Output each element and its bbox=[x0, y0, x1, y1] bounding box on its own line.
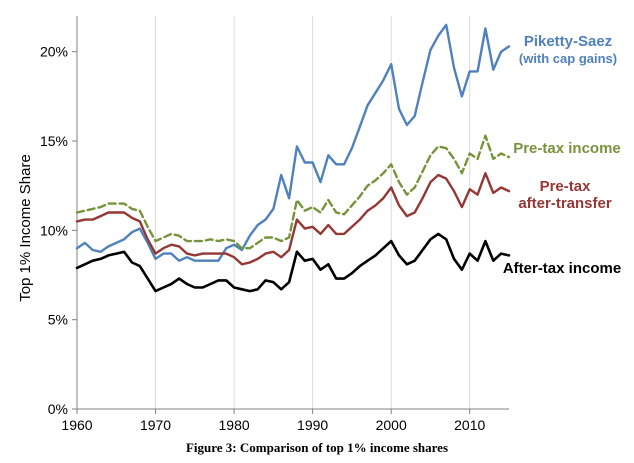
gridlines bbox=[76, 16, 471, 409]
series-line-pre-tax-after-transfer bbox=[75, 171, 511, 266]
x-tick-label: 1960 bbox=[61, 417, 92, 433]
series-label-pre-tax-after-transfer: Pre-tax bbox=[540, 178, 592, 195]
series-line-piketty-saez bbox=[75, 23, 511, 262]
y-tick-label: 0% bbox=[48, 401, 68, 417]
series-label-piketty-saez: (with cap gains) bbox=[519, 51, 617, 66]
series-labels: Piketty-Saez(with cap gains) Pre-tax inco… bbox=[503, 33, 621, 277]
figure-caption: Figure 3: Comparison of top 1% income sh… bbox=[185, 440, 449, 455]
x-tick-label: 1980 bbox=[219, 417, 250, 433]
x-tick-label: 1990 bbox=[297, 417, 328, 433]
line-chart: 0% 5% 10% 15% 20% 1960 1970 1980 1990 2000 2010 Pi… bbox=[17, 16, 621, 433]
x-tick-label: 2010 bbox=[454, 417, 485, 433]
series-label-pre-tax-after-transfer: after-transfer bbox=[518, 195, 612, 212]
x-tick-label: 2000 bbox=[376, 417, 407, 433]
series-line-pre-tax-income bbox=[75, 134, 511, 250]
series-label-after-tax-income: After-tax income bbox=[503, 260, 621, 277]
axes: 0% 5% 10% 15% 20% 1960 1970 1980 1990 2000 2010 bbox=[40, 16, 509, 433]
series-label-pre-tax-income: Pre-tax income bbox=[513, 140, 621, 157]
x-tick-label: 1970 bbox=[140, 417, 171, 433]
y-tick-label: 20% bbox=[40, 44, 68, 60]
series-line-after-tax-income bbox=[75, 232, 511, 293]
series-lines bbox=[75, 23, 511, 293]
y-tick-label: 10% bbox=[40, 222, 68, 238]
y-tick-label: 5% bbox=[48, 312, 68, 328]
y-tick-label: 15% bbox=[40, 133, 68, 149]
y-axis-title: Top 1% Income Share bbox=[17, 154, 34, 302]
series-label-piketty-saez: Piketty-Saez bbox=[524, 33, 612, 50]
